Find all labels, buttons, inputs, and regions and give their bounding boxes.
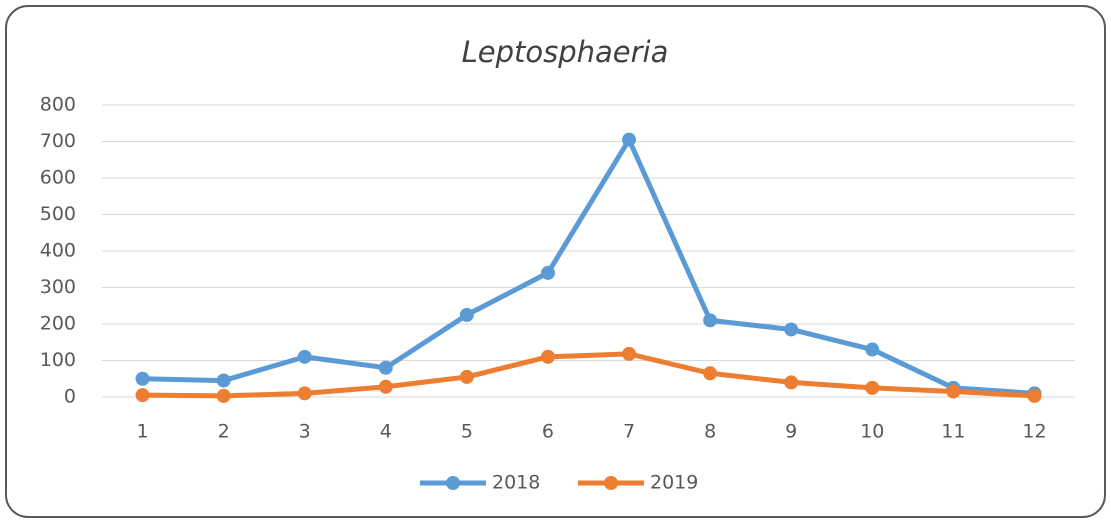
x-tick-label: 9 xyxy=(785,421,797,443)
data-point xyxy=(865,342,880,357)
x-tick-label: 5 xyxy=(461,421,473,443)
data-point xyxy=(378,360,393,375)
chart-title: Leptosphaeria xyxy=(462,35,669,69)
data-point xyxy=(378,379,393,394)
y-tick-label: 600 xyxy=(40,167,76,189)
y-tick-label: 100 xyxy=(40,349,76,371)
data-point xyxy=(1027,388,1042,403)
y-tick-label: 700 xyxy=(40,130,76,152)
data-point xyxy=(622,346,637,361)
legend-marker xyxy=(446,476,460,490)
x-tick-label: 4 xyxy=(380,421,392,443)
series-line xyxy=(142,137,1035,396)
data-point xyxy=(784,375,799,390)
data-point xyxy=(135,388,150,403)
data-point xyxy=(703,313,718,328)
data-point xyxy=(135,371,150,386)
x-tick-label: 11 xyxy=(941,421,965,443)
y-tick-label: 0 xyxy=(64,386,76,408)
data-point xyxy=(459,369,474,384)
data-point xyxy=(622,132,637,147)
x-tick-label: 6 xyxy=(542,421,554,443)
data-point xyxy=(216,388,231,403)
data-point xyxy=(946,384,961,399)
y-tick-label: 400 xyxy=(40,240,76,262)
data-point xyxy=(784,322,799,337)
y-tick-label: 500 xyxy=(40,203,76,225)
x-tick-label: 7 xyxy=(623,421,635,443)
x-tick-label: 12 xyxy=(1022,421,1046,443)
x-tick-label: 10 xyxy=(860,421,884,443)
data-point xyxy=(297,349,312,364)
data-point xyxy=(540,265,555,280)
data-point xyxy=(459,307,474,322)
y-tick-label: 300 xyxy=(40,276,76,298)
data-point xyxy=(216,373,231,388)
legend-label: 2019 xyxy=(650,472,698,494)
y-tick-label: 200 xyxy=(40,313,76,335)
legend-label: 2018 xyxy=(492,472,540,494)
data-point xyxy=(703,366,718,381)
data-point xyxy=(297,386,312,401)
x-tick-label: 2 xyxy=(218,421,230,443)
x-tick-label: 1 xyxy=(136,421,148,443)
data-point xyxy=(865,380,880,395)
x-tick-label: 8 xyxy=(704,421,716,443)
y-tick-label: 800 xyxy=(40,94,76,116)
legend-marker xyxy=(604,476,618,490)
data-point xyxy=(540,349,555,364)
x-tick-label: 3 xyxy=(299,421,311,443)
series-line xyxy=(142,351,1035,399)
